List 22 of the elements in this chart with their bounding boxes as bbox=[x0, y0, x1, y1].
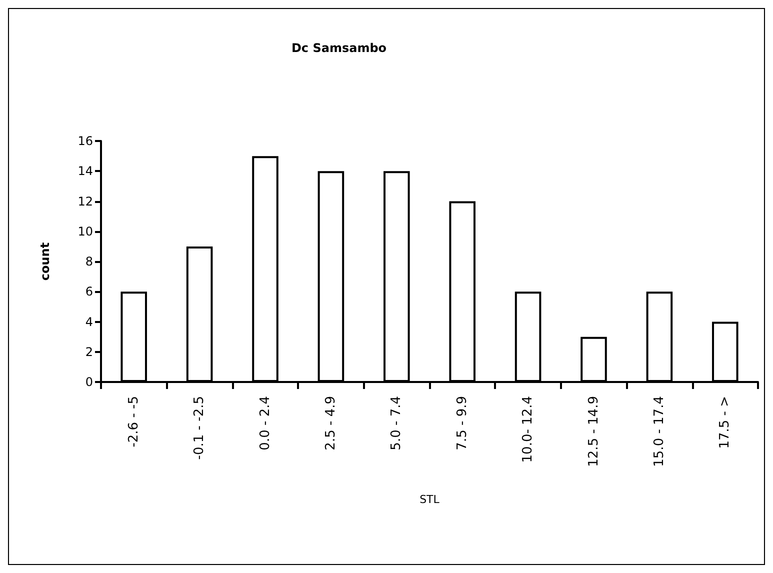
x-tick-label: 17.5 - > bbox=[718, 396, 733, 449]
y-tick-label: 14 bbox=[78, 164, 93, 178]
y-tick-label: 6 bbox=[85, 284, 93, 299]
y-tick-label: 12 bbox=[78, 194, 93, 208]
y-tick-label: 10 bbox=[78, 224, 93, 238]
x-tick-label: 7.5 - 9.9 bbox=[454, 396, 470, 450]
chart-title: Dc Samsambo bbox=[291, 41, 387, 55]
y-tick-label: 4 bbox=[85, 314, 93, 329]
x-axis-title: STL bbox=[420, 493, 440, 506]
y-tick-label: 16 bbox=[78, 134, 93, 148]
x-tick-label: -0.1 - -2.5 bbox=[192, 396, 208, 460]
x-tick-label: 5.0 - 7.4 bbox=[389, 396, 404, 450]
y-tick-label: 8 bbox=[85, 254, 93, 268]
x-tick-label: 0.0 - 2.4 bbox=[258, 396, 273, 450]
y-axis-title: count bbox=[38, 242, 52, 281]
x-tick-label: 10.0- 12.4 bbox=[520, 396, 536, 463]
y-tick-label: 0 bbox=[85, 375, 93, 389]
x-tick-label: 2.5 - 4.9 bbox=[323, 396, 338, 450]
x-tick-label: -2.6 - -5 bbox=[126, 396, 142, 448]
x-tick-label: 12.5 - 14.9 bbox=[586, 396, 602, 467]
x-tick-label: 15.0 - 17.4 bbox=[652, 396, 667, 467]
y-tick-label: 2 bbox=[85, 344, 93, 359]
